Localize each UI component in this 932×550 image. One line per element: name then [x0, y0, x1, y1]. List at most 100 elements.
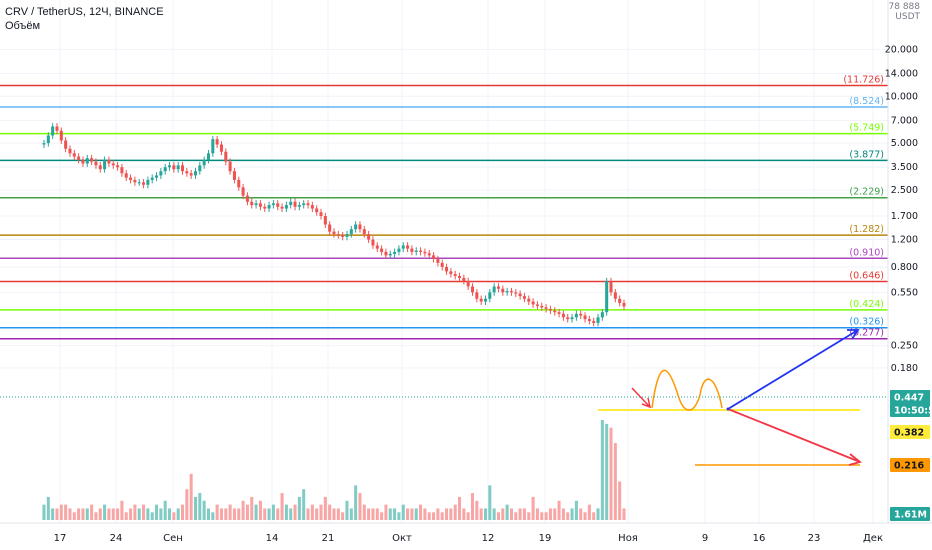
volume-bar	[219, 508, 223, 520]
level-label: (2.229)	[849, 187, 884, 198]
volume-bar	[579, 508, 583, 520]
axis-unit-currency: USDT	[895, 12, 920, 22]
volume-bar	[527, 512, 531, 520]
chart-header: CRV / TetherUS, 12Ч, BINANCE Объём	[5, 5, 164, 33]
volume-bar	[206, 508, 210, 520]
time-tick-label: 24	[110, 533, 123, 544]
candle-body	[237, 179, 241, 188]
candle-body	[85, 158, 89, 164]
candle-body	[384, 251, 388, 256]
candle-body	[496, 286, 500, 289]
price-badge-text: 0.382	[894, 428, 924, 439]
volume-bar	[458, 496, 462, 520]
candle-body	[46, 135, 50, 144]
volume-bar	[51, 508, 55, 520]
volume-bar	[522, 508, 526, 520]
candle-body	[570, 317, 574, 320]
candle-body	[120, 167, 124, 174]
candle-body	[59, 130, 63, 141]
candle-body	[319, 212, 323, 217]
volume-bar	[133, 504, 137, 520]
volume-bar	[622, 508, 626, 520]
level-label: (5.749)	[849, 123, 884, 134]
candle-body	[358, 224, 362, 230]
candle-body	[470, 286, 475, 293]
volume-bar	[328, 504, 332, 520]
candle-body	[198, 165, 202, 172]
candle-body	[297, 205, 301, 207]
volume-bar	[237, 508, 241, 520]
volume-bar	[228, 504, 232, 520]
symbol-title[interactable]: CRV / TetherUS, 12Ч, BINANCE	[5, 6, 164, 18]
volume-bar	[345, 500, 349, 520]
price-tick-label: 7.000	[891, 115, 918, 126]
volume-bar	[509, 508, 513, 520]
volume-bar	[332, 508, 336, 520]
volume-bar	[410, 508, 414, 520]
candle-body	[293, 201, 297, 207]
candle-body	[228, 161, 232, 172]
volume-bar	[124, 512, 128, 520]
volume-bar	[553, 508, 557, 520]
candle-body	[315, 208, 319, 213]
time-tick-label: Ноя	[618, 533, 638, 544]
price-axis-labels: 20.000 14.000 10.000 7.000 5.000 3.500 2.500 1.…	[885, 44, 918, 373]
candle-body	[323, 216, 327, 225]
volume-bar	[531, 496, 535, 520]
candle-body	[332, 231, 336, 235]
axis-unit-label: 78 888	[889, 2, 921, 12]
volume-bar	[293, 504, 297, 520]
price-badge-bg	[890, 390, 930, 404]
price-badge-text: 0.447	[894, 393, 924, 404]
candle-body	[618, 298, 622, 303]
volume-bar	[375, 508, 379, 520]
fib-levels: (11.726) (8.524) (5.749) (3.877) (2.229) (1.2…	[0, 75, 888, 340]
volume-bar	[453, 504, 457, 520]
candle-body	[124, 173, 128, 178]
volume-bar	[180, 504, 185, 520]
candle-body	[267, 205, 271, 209]
candle-body	[622, 302, 626, 307]
candle-body	[466, 281, 470, 287]
volume-bar	[81, 508, 85, 520]
volume-bar	[548, 508, 552, 520]
volume-bar	[336, 508, 340, 520]
candle-body	[254, 203, 258, 206]
time-tick-label: Сен	[163, 533, 183, 544]
candle-body	[250, 201, 254, 206]
pivot-point	[726, 407, 730, 411]
volume-bar	[349, 508, 353, 520]
volume-bar	[406, 508, 410, 520]
volume-bar	[505, 504, 509, 520]
volume-bar	[280, 493, 284, 520]
time-tick-label: 9	[702, 533, 708, 544]
candle-body	[548, 308, 552, 311]
candle-body	[232, 171, 236, 180]
candle-body	[544, 307, 548, 309]
volume-bar	[354, 485, 358, 520]
price-tick-label: 1.700	[891, 211, 918, 222]
price-tick-label: 1.200	[891, 235, 918, 246]
candle-body	[574, 313, 578, 318]
candle-body	[284, 205, 288, 209]
volume-bar	[189, 473, 193, 520]
candle-body	[406, 245, 410, 249]
volume-bar	[250, 496, 254, 520]
volume-bar	[483, 508, 488, 520]
candle-body	[367, 234, 371, 240]
volume-bar	[388, 508, 392, 520]
volume-bar	[618, 481, 622, 520]
volume-bar	[129, 508, 133, 520]
candle-body	[419, 250, 423, 252]
volume-bar	[254, 504, 258, 520]
volume-bar	[120, 500, 124, 520]
volume-bar	[367, 508, 371, 520]
candle-body	[77, 156, 81, 160]
candle-body	[55, 126, 59, 131]
candle-body	[440, 262, 444, 268]
volume-bar	[384, 504, 388, 520]
candle-body	[51, 126, 55, 136]
volume-legend[interactable]: Объём	[5, 20, 41, 32]
candle-body	[388, 253, 392, 256]
